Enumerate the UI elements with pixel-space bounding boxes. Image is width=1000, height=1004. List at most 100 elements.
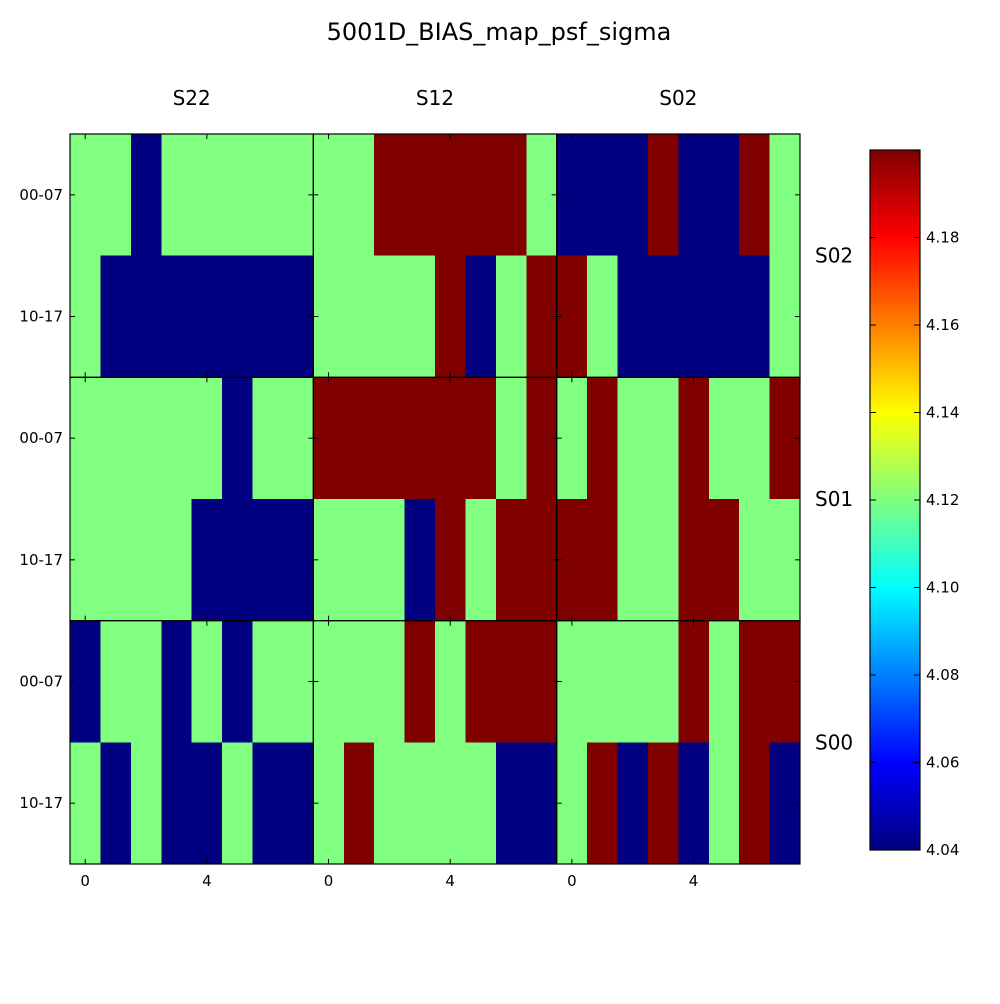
colorbar-gradient-step [870, 195, 920, 200]
colorbar-gradient-step [870, 468, 920, 473]
heatmap-cell [587, 620, 618, 743]
y-tick-label: 10-17 [19, 308, 63, 326]
heatmap-cell [465, 255, 497, 378]
heatmap-cell [465, 620, 497, 743]
colorbar-gradient-step [870, 633, 920, 638]
colorbar-gradient-step [870, 272, 920, 277]
heatmap-cell [739, 377, 770, 500]
colorbar-gradient-step [870, 556, 920, 561]
colorbar-gradient-step [870, 223, 920, 228]
heatmap-cell [222, 255, 253, 378]
heatmap-cell [374, 134, 405, 257]
colorbar-gradient-step [870, 549, 920, 554]
colorbar-gradient-step [870, 241, 920, 246]
heatmap-cell [495, 620, 527, 743]
colorbar-gradient-step [870, 339, 920, 344]
heatmap-cell [739, 255, 770, 378]
heatmap-cell [343, 134, 375, 257]
row-label: S02 [815, 244, 853, 268]
colorbar-gradient-step [870, 741, 920, 746]
colorbar-gradient-step [870, 626, 920, 631]
heatmap-cell [343, 499, 375, 622]
colorbar-gradient-step [870, 825, 920, 830]
x-tick-label: 4 [689, 872, 699, 890]
colorbar-gradient-step [870, 461, 920, 466]
heatmap-cell [617, 255, 649, 378]
colorbar-gradient-step [870, 846, 920, 851]
heatmap-cell [130, 377, 162, 500]
heatmap-cell [374, 499, 405, 622]
heatmap-cell [647, 499, 679, 622]
colorbar-gradient-step [870, 538, 920, 543]
colorbar-gradient-step [870, 188, 920, 193]
colorbar-gradient-step [870, 661, 920, 666]
heatmap-cell [617, 499, 649, 622]
colorbar-gradient-step [870, 528, 920, 533]
colorbar-gradient-step [870, 311, 920, 316]
colorbar-gradient-step [870, 507, 920, 512]
colorbar-gradient-step [870, 153, 920, 158]
colorbar-gradient-step [870, 776, 920, 781]
colorbar-gradient-step [870, 276, 920, 281]
heatmap-cell [647, 742, 679, 865]
heatmap-cell [70, 134, 101, 257]
colorbar-gradient-step [870, 587, 920, 592]
colorbar-gradient-step [870, 220, 920, 225]
heatmap-cell [222, 134, 253, 257]
heatmap-cell [70, 499, 101, 622]
colorbar-gradient-step [870, 738, 920, 743]
heatmap-cell [435, 499, 466, 622]
heatmap-cell [343, 377, 375, 500]
heatmap-cell [617, 134, 649, 257]
colorbar-gradient-step [870, 675, 920, 680]
colorbar-gradient-step [870, 293, 920, 298]
colorbar-gradient-step [870, 160, 920, 165]
colorbar-gradient-step [870, 328, 920, 333]
colorbar-gradient-step [870, 286, 920, 291]
colorbar-gradient-step [870, 206, 920, 211]
heatmap-cell [70, 742, 101, 865]
column-label: S02 [659, 86, 697, 110]
heatmap-cell [587, 134, 618, 257]
colorbar-gradient-step [870, 251, 920, 256]
colorbar-gradient-step [870, 559, 920, 564]
colorbar-gradient-step [870, 542, 920, 547]
colorbar-gradient-step [870, 234, 920, 239]
heatmap-cell [374, 377, 405, 500]
colorbar-gradient-step [870, 409, 920, 414]
colorbar-gradient-step [870, 412, 920, 417]
colorbar-gradient-step [870, 405, 920, 410]
colorbar-gradient-step [870, 703, 920, 708]
heatmap-cell [161, 742, 193, 865]
colorbar-gradient-step [870, 185, 920, 190]
heatmap-cell [435, 742, 466, 865]
colorbar-gradient-step [870, 801, 920, 806]
colorbar-gradient-step [870, 836, 920, 841]
colorbar-gradient-step [870, 566, 920, 571]
heatmap-cell [404, 742, 436, 865]
colorbar-tick-label: 4.08 [926, 666, 959, 684]
heatmap-cell [222, 499, 253, 622]
colorbar-gradient-step [870, 349, 920, 354]
colorbar-gradient-step [870, 619, 920, 624]
heatmap-cell [678, 255, 710, 378]
colorbar-gradient-step [870, 577, 920, 582]
colorbar-gradient-step [870, 150, 920, 155]
colorbar-gradient-step [870, 594, 920, 599]
heatmap-cell [130, 499, 162, 622]
heatmap-cell [343, 620, 375, 743]
colorbar-gradient-step [870, 752, 920, 757]
axis-ticks [70, 134, 800, 864]
colorbar-gradient-step [870, 360, 920, 365]
colorbar-gradient-step [870, 510, 920, 515]
heatmap-cell [495, 255, 527, 378]
colorbar-gradient-step [870, 804, 920, 809]
colorbar-gradient-step [870, 601, 920, 606]
y-tick-label: 00-07 [19, 673, 63, 691]
axis-labels: S22 S12 S02 S02 S01 S00 0 4 0 4 0 4 00-07 10-17 00-07 1… [19, 86, 853, 890]
colorbar-gradient-step [870, 335, 920, 340]
heatmap-cell [161, 499, 193, 622]
colorbar-gradient-step [870, 475, 920, 480]
heatmap-cell [647, 620, 679, 743]
